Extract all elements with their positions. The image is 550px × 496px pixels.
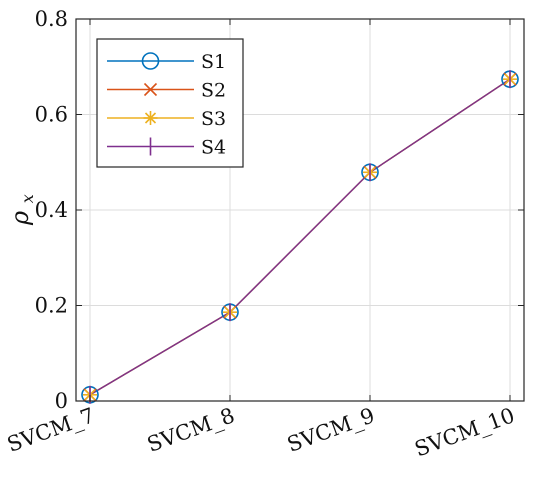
legend-item-s4: S4 [107, 137, 226, 159]
series-line-s4 [89, 78, 511, 396]
y-tick-label: 0 [55, 389, 68, 413]
legend-marker [141, 52, 160, 70]
y-axis-label-subscript: x [18, 194, 37, 203]
legend-label: S2 [201, 80, 226, 102]
legend-label: S1 [201, 51, 226, 73]
legend-marker [143, 111, 158, 125]
legend-label: S3 [201, 108, 226, 130]
y-tick-label: 0.6 [35, 103, 68, 127]
legend-item-s1: S1 [107, 51, 226, 73]
legend-label: S4 [201, 137, 226, 159]
y-tick-label: 0.8 [35, 7, 68, 31]
legend: S1 S2 S3 S4 [96, 38, 244, 168]
legend-marker [143, 82, 158, 97]
y-tick-label: 0.4 [35, 198, 68, 222]
y-axis-label: ρ x [6, 194, 37, 226]
series-lines [81, 70, 519, 404]
legend-item-s3: S3 [107, 108, 226, 130]
y-tick-label: 0.2 [35, 294, 68, 318]
y-axis-label-base: ρ [6, 211, 34, 226]
legend-item-s2: S2 [107, 80, 226, 102]
